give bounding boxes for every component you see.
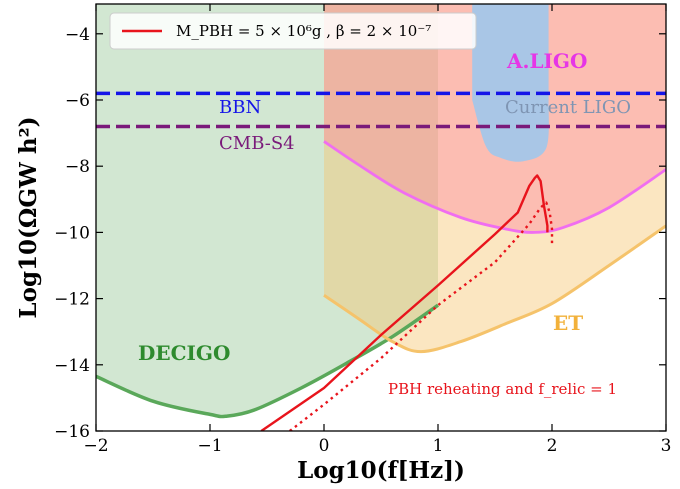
x-tick-label: −1 <box>197 436 222 456</box>
y-tick-label: −8 <box>65 157 90 177</box>
y-tick-label: −16 <box>54 422 90 442</box>
current-ligo-region <box>472 4 549 162</box>
y-tick-label: −12 <box>54 290 90 310</box>
x-tick-label: 3 <box>661 436 672 456</box>
plot-area <box>96 4 666 431</box>
legend-label: M_PBH = 5 × 10⁶g , β = 2 × 10⁻⁷ <box>176 22 431 40</box>
bbn-label: BBN <box>219 97 261 118</box>
et-region <box>324 4 666 352</box>
decigo-boundary-line <box>96 303 440 419</box>
et-label: ET <box>553 311 583 335</box>
current-ligo-label: Current LIGO <box>505 97 631 118</box>
et-boundary-line <box>323 224 666 354</box>
aligo-label: A.LIGO <box>506 49 587 73</box>
y-tick-label: −14 <box>54 356 90 376</box>
y-tick-label: −4 <box>65 25 90 45</box>
x-tick-label: 1 <box>433 436 444 456</box>
pbh-dotted-line <box>289 201 554 431</box>
plot-frame <box>95 3 667 432</box>
x-axis-title: Log10(f[Hz]) <box>297 457 465 484</box>
x-tick-label: −2 <box>83 436 108 456</box>
y-axis-title: Log10(ΩGW h²) <box>15 116 42 318</box>
aligo-boundary-line <box>323 140 666 234</box>
axes-ticks: −2 −1 0 1 2 3−16−14−12−10−8−6−4 <box>54 4 671 456</box>
cmbs4-label: CMB-S4 <box>219 133 295 154</box>
decigo-label: DECIGO <box>138 341 230 365</box>
chart-labels: Log10(f[Hz]) Log10(ΩGW h²) DECIGO ET A.LIGO C… <box>15 12 631 484</box>
x-tick-label: 0 <box>319 436 330 456</box>
y-tick-label: −10 <box>54 223 90 243</box>
pbh-solid-line <box>260 174 549 431</box>
pbh-annotation: PBH reheating and f_relic = 1 <box>388 380 617 398</box>
y-tick-label: −6 <box>65 91 90 111</box>
x-tick-label: 2 <box>547 436 558 456</box>
legend-box <box>109 12 477 50</box>
legend: M_PBH = 5 × 10⁶g , β = 2 × 10⁻⁷ <box>109 12 477 50</box>
